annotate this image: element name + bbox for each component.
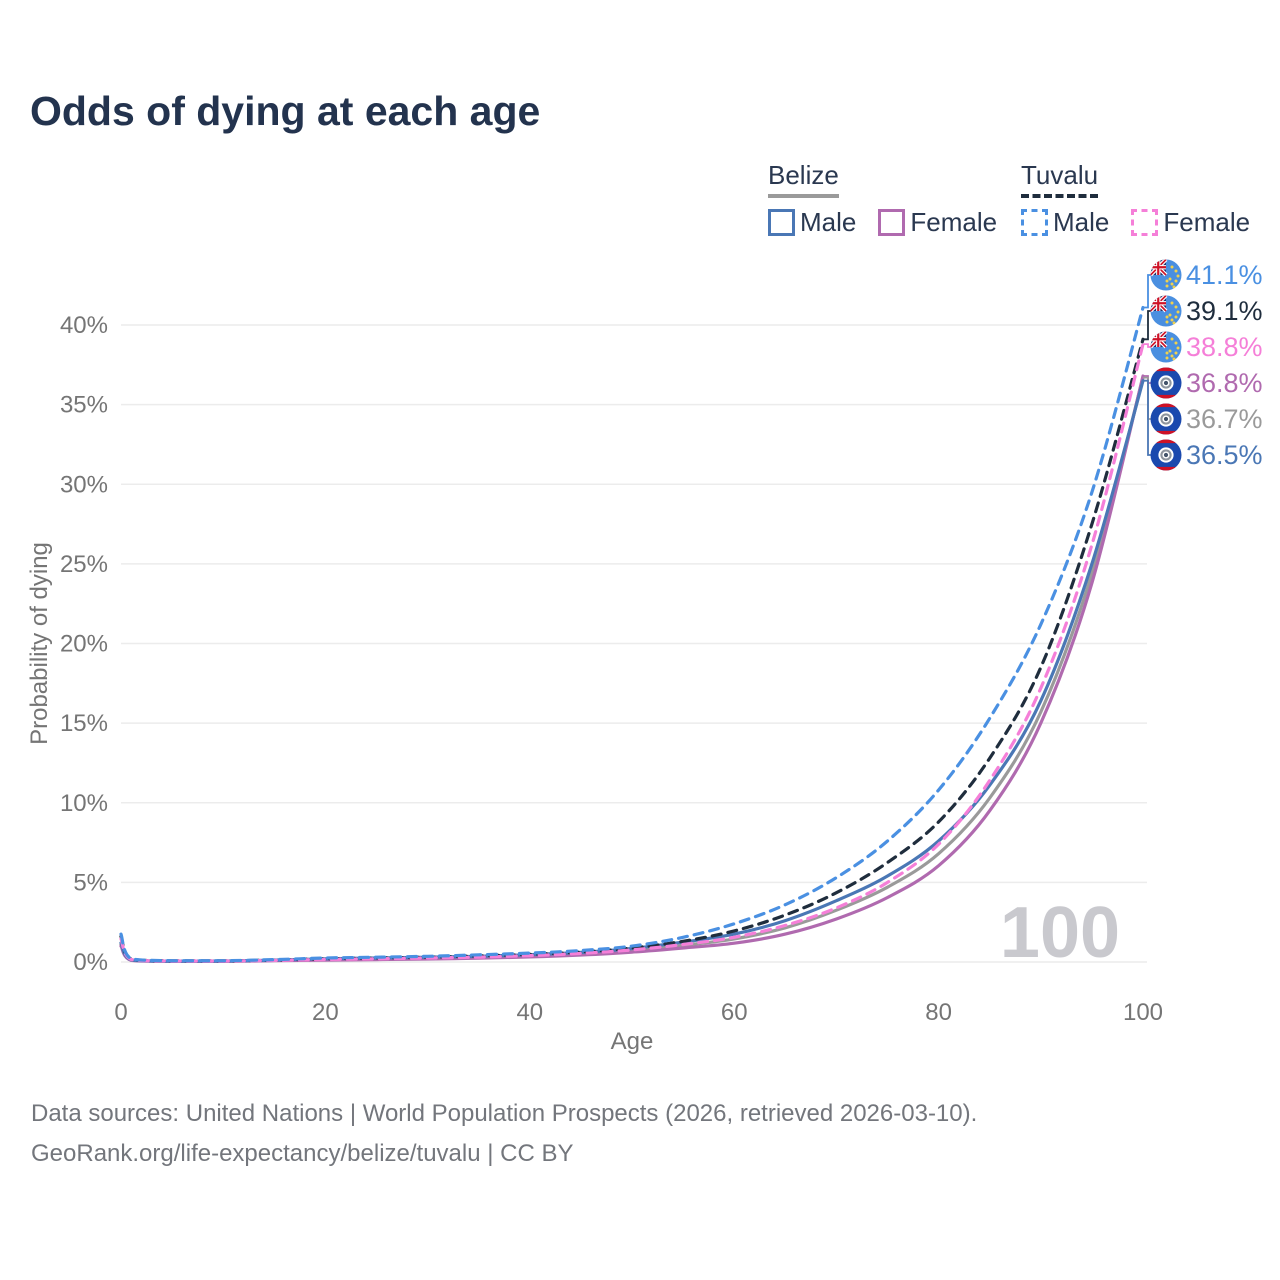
y-tick-label: 40% bbox=[60, 312, 108, 339]
x-tick-label: 60 bbox=[721, 999, 748, 1026]
series-line-belize-female[interactable] bbox=[119, 374, 1145, 964]
series-line-tuvalu-male[interactable] bbox=[119, 305, 1145, 963]
legend-group-belize: Belize Male Female bbox=[768, 160, 997, 238]
belize-female-swatch bbox=[878, 209, 906, 236]
x-tick-label: 80 bbox=[925, 999, 952, 1026]
end-label-connector bbox=[1143, 274, 1152, 309]
legend-country-belize[interactable]: Belize bbox=[768, 160, 839, 198]
flag-icon-tuvalu bbox=[1150, 259, 1182, 291]
legend-item-belize-female[interactable]: Female bbox=[878, 207, 997, 238]
end-label-belize-female: 36.8% bbox=[1186, 368, 1263, 398]
legend-label-tuvalu-female: Female bbox=[1163, 207, 1251, 237]
flag-icon-tuvalu bbox=[1150, 295, 1182, 327]
end-label-tuvalu-male: 41.1% bbox=[1186, 260, 1263, 290]
legend-label-belize-male: Male bbox=[800, 207, 857, 237]
flag-icon-belize bbox=[1150, 439, 1182, 471]
end-label-tuvalu-female: 38.8% bbox=[1186, 332, 1263, 362]
end-label-connector bbox=[1143, 343, 1152, 348]
y-axis-title: Probability of dying bbox=[26, 542, 53, 745]
flag-icon-tuvalu bbox=[1150, 331, 1182, 363]
legend-item-tuvalu-female[interactable]: Female bbox=[1131, 207, 1250, 238]
legend-label-tuvalu-male: Male bbox=[1053, 207, 1110, 237]
series-line-belize-both[interactable] bbox=[119, 376, 1145, 963]
legend-label-belize-female: Female bbox=[910, 207, 998, 237]
tuvalu-male-swatch bbox=[1021, 209, 1048, 236]
legend-item-tuvalu-male[interactable]: Male bbox=[1021, 207, 1109, 238]
tuvalu-female-swatch bbox=[1131, 209, 1159, 236]
x-tick-label: 40 bbox=[516, 999, 543, 1026]
legend-item-belize-male[interactable]: Male bbox=[768, 207, 856, 238]
y-tick-label: 15% bbox=[60, 710, 108, 737]
footer: Data sources: United Nations | World Pop… bbox=[31, 1094, 1231, 1174]
legend-items-belize: Male Female bbox=[768, 207, 997, 238]
x-tick-label: 0 bbox=[114, 999, 127, 1026]
series-line-tuvalu-both[interactable] bbox=[119, 337, 1145, 963]
flag-icon-belize bbox=[1150, 403, 1182, 435]
age-watermark: 100 bbox=[1000, 893, 1120, 973]
chart-title: Odds of dying at each age bbox=[30, 88, 541, 134]
belize-male-swatch bbox=[768, 209, 795, 236]
x-axis-title: Age bbox=[611, 1028, 654, 1055]
y-tick-label: 35% bbox=[60, 392, 108, 419]
y-tick-label: 25% bbox=[60, 551, 108, 578]
footer-sources: Data sources: United Nations | World Pop… bbox=[31, 1100, 978, 1127]
x-tick-label: 100 bbox=[1123, 999, 1163, 1026]
end-label-belize-male: 36.5% bbox=[1186, 440, 1263, 470]
legend-country-tuvalu[interactable]: Tuvalu bbox=[1021, 160, 1099, 198]
y-tick-label: 0% bbox=[73, 949, 108, 976]
y-tick-label: 10% bbox=[60, 790, 108, 817]
flag-icon-belize bbox=[1150, 367, 1182, 399]
end-label-belize-both: 36.7% bbox=[1186, 404, 1263, 434]
end-label-tuvalu-both: 39.1% bbox=[1186, 296, 1263, 326]
y-tick-label: 30% bbox=[60, 471, 108, 498]
y-tick-label: 20% bbox=[60, 631, 108, 658]
series-line-tuvalu-female[interactable] bbox=[119, 342, 1145, 963]
x-tick-label: 20 bbox=[312, 999, 339, 1026]
legend-group-tuvalu: Tuvalu Male Female bbox=[1021, 160, 1250, 238]
series-line-belize-male[interactable] bbox=[119, 379, 1145, 963]
end-label-connector bbox=[1143, 310, 1152, 341]
footer-attribution: GeoRank.org/life-expectancy/belize/tuval… bbox=[31, 1140, 574, 1167]
end-label-connector bbox=[1143, 379, 1152, 456]
y-tick-label: 5% bbox=[73, 869, 108, 896]
legend: Belize Male Female Tuvalu Male bbox=[0, 160, 1280, 240]
legend-items-tuvalu: Male Female bbox=[1021, 207, 1250, 238]
